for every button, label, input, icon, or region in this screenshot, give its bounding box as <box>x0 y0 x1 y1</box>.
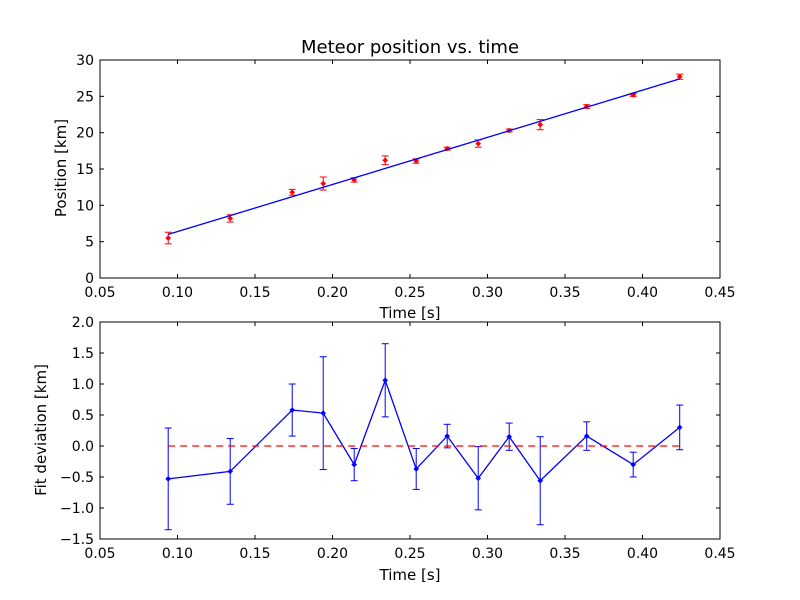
position-data-point <box>320 180 327 187</box>
position-chart-plot-area: 0.05 0.10 0.15 0.20 0.25 0.30 0.35 0.40 0.45 0 5 10… <box>76 53 735 301</box>
position-x-tick-label: 0.20 <box>317 285 348 301</box>
position-series-line <box>168 78 680 236</box>
position-x-tick-label: 0.10 <box>162 285 193 301</box>
position-data-point <box>475 140 482 147</box>
deviation-chart-x-axis-label: Time [s] <box>379 566 441 584</box>
deviation-y-tick-label: 2.0 <box>72 315 94 331</box>
deviation-x-tick-label: 0.20 <box>317 546 348 562</box>
deviation-chart-frame <box>99 321 721 540</box>
deviation-data-point <box>382 377 389 384</box>
deviation-data-point <box>444 433 451 439</box>
deviation-x-tick-label: 0.15 <box>239 546 270 562</box>
deviation-data-point <box>630 461 637 468</box>
position-y-tick-label: 30 <box>76 53 94 69</box>
deviation-y-tick-label: −1.5 <box>60 532 94 548</box>
position-x-tick-label: 0.35 <box>549 285 580 301</box>
deviation-data-point <box>583 433 590 439</box>
deviation-x-tick-label: 0.05 <box>84 546 115 562</box>
position-x-tick-label: 0.30 <box>472 285 503 301</box>
position-x-tick-label: 0.15 <box>239 285 270 301</box>
position-x-tick-label: 0.25 <box>394 285 425 301</box>
position-x-tick-label: 0.40 <box>627 285 658 301</box>
deviation-y-tick-label: −1.0 <box>60 501 94 517</box>
deviation-x-tick-label: 0.40 <box>627 546 658 562</box>
deviation-y-tick-label: 0.0 <box>72 439 94 455</box>
position-y-tick-label: 10 <box>76 198 94 214</box>
deviation-x-tick-label: 0.35 <box>549 546 580 562</box>
position-y-tick-label: 0 <box>85 271 94 287</box>
deviation-chart: Time [s] Fit deviation [km] 0.05 0.10 0.15… <box>32 315 736 584</box>
position-chart-y-axis-label: Position [km] <box>52 119 70 217</box>
deviation-data-point <box>537 477 544 484</box>
deviation-data-point <box>227 468 234 475</box>
deviation-y-tick-label: 1.0 <box>72 377 94 393</box>
position-data-point <box>382 157 389 164</box>
position-data-point <box>537 121 544 128</box>
position-x-tick-label: 0.45 <box>704 285 735 301</box>
deviation-y-tick-label: 1.5 <box>72 346 94 362</box>
deviation-x-tick-label: 0.25 <box>394 546 425 562</box>
position-chart-x-axis-label: Time [s] <box>379 304 441 322</box>
position-chart-title: Meteor position vs. time <box>301 37 519 58</box>
deviation-data-point <box>475 475 482 482</box>
position-data-point <box>165 235 172 241</box>
position-y-tick-label: 15 <box>76 162 94 178</box>
position-y-tick-label: 20 <box>76 126 94 142</box>
deviation-data-point <box>165 476 172 482</box>
deviation-x-tick-label: 0.10 <box>162 546 193 562</box>
deviation-chart-plot-area: 0.05 0.10 0.15 0.20 0.25 0.30 0.35 0.40 0.45 −1.5… <box>60 315 736 562</box>
position-chart-frame <box>99 59 721 279</box>
deviation-y-tick-label: −0.5 <box>60 470 94 486</box>
deviation-x-tick-label: 0.30 <box>472 546 503 562</box>
position-data-point <box>289 189 296 196</box>
deviation-data-point <box>351 461 358 468</box>
deviation-data-point <box>676 424 683 431</box>
position-y-tick-label: 5 <box>85 235 94 251</box>
deviation-data-point <box>289 407 296 413</box>
deviation-data-point <box>320 410 327 416</box>
deviation-y-tick-label: 0.5 <box>72 408 94 424</box>
position-x-tick-label: 0.05 <box>84 285 115 301</box>
deviation-series-line <box>168 378 681 482</box>
position-chart: Meteor position vs. time Time [s] Positi… <box>52 37 736 322</box>
deviation-chart-y-axis-label: Fit deviation [km] <box>32 364 50 496</box>
position-y-tick-label: 25 <box>76 89 94 105</box>
deviation-data-point <box>506 433 513 440</box>
position-data-point <box>227 215 234 222</box>
deviation-x-tick-label: 0.45 <box>704 546 735 562</box>
position-data-point <box>676 73 683 80</box>
deviation-data-point <box>413 466 420 472</box>
